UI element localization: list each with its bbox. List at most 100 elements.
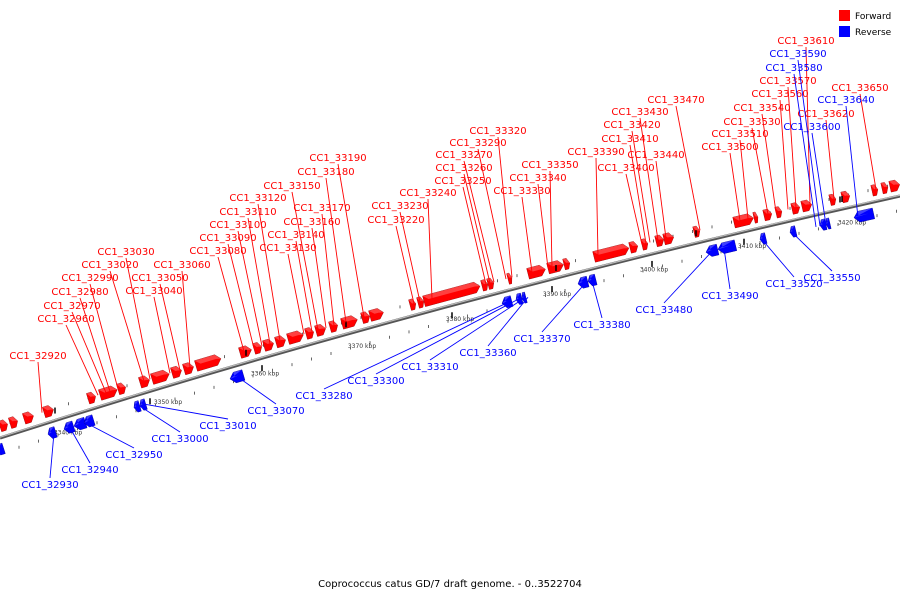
label-CC1_33370[interactable]: CC1_33370: [513, 282, 587, 345]
gene-CC1_33240[interactable]: [416, 296, 426, 309]
gene-CC1_33650[interactable]: [888, 179, 900, 193]
gene-CC1_33180[interactable]: [340, 314, 359, 330]
label-CC1_32970[interactable]: CC1_32970: [43, 301, 107, 393]
gene-CC1_33340[interactable]: [562, 258, 572, 271]
label-CC1_33070[interactable]: CC1_33070: [237, 376, 305, 417]
label-CC1_33310[interactable]: CC1_33310: [401, 297, 525, 373]
label-CC1_33440[interactable]: CC1_33440: [627, 150, 685, 239]
label-CC1_33250[interactable]: CC1_33250: [434, 176, 492, 285]
label-CC1_33430[interactable]: CC1_33430: [611, 107, 669, 241]
label-CC1_33640[interactable]: CC1_33640: [817, 95, 875, 218]
label-CC1_33490[interactable]: CC1_33490: [701, 248, 759, 302]
label-CC1_33270[interactable]: CC1_33270: [435, 150, 495, 283]
gene-CC1_33170[interactable]: [328, 320, 340, 333]
label-CC1_33230[interactable]: CC1_33230: [371, 201, 429, 302]
gene-reverse-11[interactable]: [577, 275, 590, 289]
label-CC1_32960[interactable]: CC1_32960: [37, 314, 99, 396]
label-CC1_33300[interactable]: CC1_33300: [347, 299, 517, 387]
label-CC1_32980[interactable]: CC1_32980: [51, 287, 111, 392]
label-CC1_33190[interactable]: CC1_33190: [309, 153, 367, 318]
gene-reverse-9[interactable]: [515, 292, 524, 305]
gene-reverse-12[interactable]: [587, 273, 598, 287]
gene-CC1_33530[interactable]: [790, 202, 801, 215]
label-CC1_33410[interactable]: CC1_33410: [601, 134, 659, 244]
label-CC1_33500[interactable]: CC1_33500: [701, 142, 759, 221]
gene-CC1_33470[interactable]: [752, 211, 759, 224]
label-CC1_33390[interactable]: CC1_33390: [567, 147, 625, 256]
label-CC1_33180[interactable]: CC1_33180: [297, 167, 355, 323]
gene-CC1_33610[interactable]: [870, 184, 879, 197]
label-CC1_33040[interactable]: CC1_33040: [125, 286, 183, 374]
label-CC1_33160[interactable]: CC1_33160: [283, 217, 341, 328]
gene-reverse-5[interactable]: [132, 400, 142, 413]
gene-CC1_32970[interactable]: [22, 411, 35, 425]
label-CC1_33220[interactable]: CC1_33220: [367, 215, 425, 304]
gene-CC1_33090[interactable]: [194, 353, 222, 372]
gene-CC1_33510[interactable]: [774, 206, 783, 219]
gene-CC1_33220[interactable]: [368, 307, 385, 322]
label-CC1_33550[interactable]: CC1_33550: [791, 232, 861, 284]
label-CC1_33110[interactable]: CC1_33110: [219, 207, 277, 344]
gene-CC1_33350[interactable]: [592, 243, 631, 263]
gene-CC1_33290[interactable]: [506, 272, 514, 285]
gene-CC1_32920[interactable]: [0, 419, 9, 432]
gene-CC1_33620[interactable]: [880, 182, 889, 195]
label-CC1_33420[interactable]: CC1_33420: [603, 120, 661, 243]
label-CC1_33570[interactable]: CC1_33570: [759, 76, 817, 208]
label-CC1_33290[interactable]: CC1_33290: [449, 138, 507, 280]
gene-CC1_33080[interactable]: [182, 361, 195, 376]
label-CC1_33330[interactable]: CC1_33330: [493, 186, 551, 273]
gene-CC1_32990[interactable]: [86, 391, 97, 405]
gene-CC1_33570[interactable]: [840, 190, 851, 204]
label-CC1_32930[interactable]: CC1_32930: [21, 432, 79, 491]
label-CC1_33580[interactable]: CC1_33580: [765, 63, 823, 227]
label-CC1_33090[interactable]: CC1_33090: [199, 233, 257, 349]
label-CC1_33240[interactable]: CC1_33240: [399, 188, 457, 299]
gene-reverse-1[interactable]: [46, 426, 58, 440]
gene-reverse-13[interactable]: [705, 243, 720, 258]
gene-CC1_33030[interactable]: [116, 382, 127, 396]
gene-CC1_33500[interactable]: [762, 208, 773, 222]
label-CC1_33060[interactable]: CC1_33060: [153, 260, 211, 368]
gene-CC1_33320[interactable]: [526, 264, 547, 280]
gene-CC1_32960[interactable]: [8, 416, 19, 429]
label-CC1_33150[interactable]: CC1_33150: [263, 181, 321, 331]
gene-CC1_33330[interactable]: [546, 259, 565, 275]
gene-CC1_33040[interactable]: [138, 375, 151, 389]
label-CC1_32990[interactable]: CC1_32990: [61, 273, 119, 390]
gene-reverse-18[interactable]: [825, 217, 832, 230]
gene-CC1_33560[interactable]: [828, 193, 837, 206]
label-CC1_33170[interactable]: CC1_33170: [293, 203, 351, 326]
label-CC1_33540[interactable]: CC1_33540: [733, 103, 791, 213]
gene-reverse-7[interactable]: [228, 369, 246, 384]
label-CC1_33000[interactable]: CC1_33000: [139, 405, 209, 445]
label-CC1_33620[interactable]: CC1_33620: [797, 109, 855, 199]
label-CC1_33560[interactable]: CC1_33560: [751, 89, 809, 210]
label-CC1_33100[interactable]: CC1_33100: [209, 220, 267, 347]
label-CC1_33480[interactable]: CC1_33480: [635, 251, 713, 316]
gene-CC1_33140[interactable]: [286, 329, 304, 345]
label-CC1_33650[interactable]: CC1_33650: [831, 83, 889, 190]
gene-reverse-3[interactable]: [72, 417, 88, 431]
label-CC1_33590[interactable]: CC1_33590: [769, 49, 827, 227]
label-CC1_33530[interactable]: CC1_33530: [723, 117, 781, 215]
gene-CC1_32980[interactable]: [42, 404, 55, 418]
label-CC1_33520[interactable]: CC1_33520: [761, 239, 823, 290]
label-CC1_33020[interactable]: CC1_33020: [81, 260, 145, 382]
label-CC1_33340[interactable]: CC1_33340: [509, 173, 567, 269]
gene-CC1_33270[interactable]: [486, 277, 496, 290]
label-CC1_33510[interactable]: CC1_33510: [711, 129, 769, 219]
gene-CC1_33540[interactable]: [800, 199, 813, 213]
label-CC1_33080[interactable]: CC1_33080: [189, 246, 247, 352]
gene-reverse-19[interactable]: [853, 207, 875, 223]
label-CC1_33140[interactable]: CC1_33140: [267, 230, 325, 332]
gene-reverse-16[interactable]: [789, 225, 798, 238]
gene-reverse-0[interactable]: [0, 442, 6, 456]
gene-CC1_33120[interactable]: [262, 338, 275, 352]
label-CC1_33010[interactable]: CC1_33010: [145, 404, 257, 432]
label-CC1_33050[interactable]: CC1_33050: [131, 273, 189, 371]
gene-CC1_33130[interactable]: [274, 335, 287, 349]
label-CC1_33350[interactable]: CC1_33350: [521, 160, 579, 268]
gene-CC1_33390[interactable]: [628, 241, 639, 254]
gene-CC1_33420[interactable]: [662, 232, 675, 246]
